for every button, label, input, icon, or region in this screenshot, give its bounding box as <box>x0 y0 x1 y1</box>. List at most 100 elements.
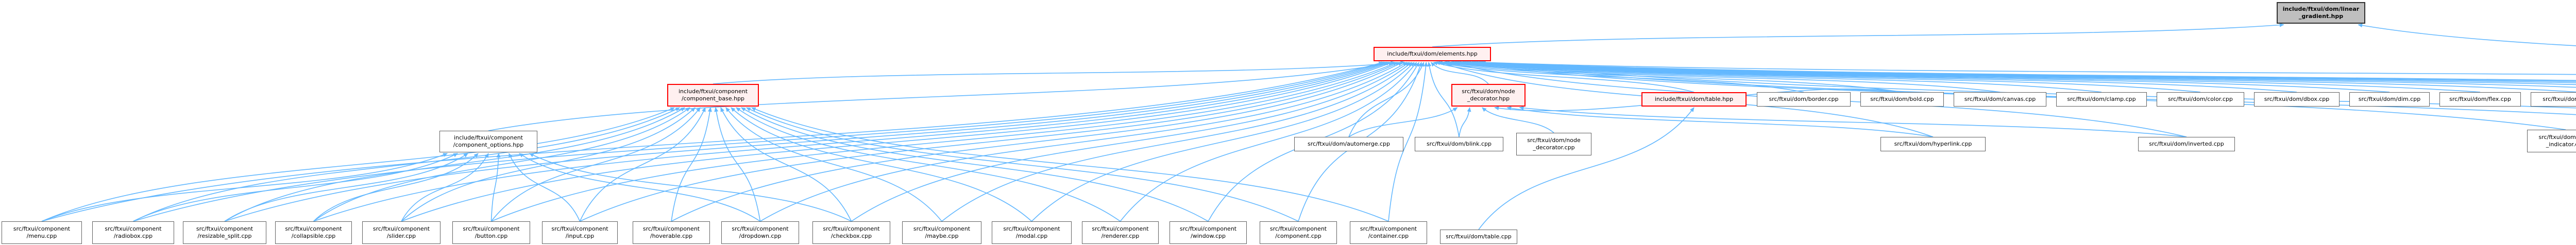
edge-dropdown-to-elements <box>760 62 1408 222</box>
graph-node-automerge[interactable]: src/ftxui/dom/automerge.cpp <box>1294 137 1403 151</box>
edge-blink-to-elements <box>1427 62 1460 137</box>
graph-node-checkbox[interactable]: src/ftxui/component /checkbox.cpp <box>812 221 890 244</box>
edge-node_dec_cpp-to-node_dec_hpp <box>1482 107 1554 133</box>
edge-focus-to-elements <box>1464 60 2576 88</box>
edge-menu-to-elements <box>41 61 1384 222</box>
graph-node-resizable-split[interactable]: src/ftxui/component /resizable_split.cpp <box>183 221 266 244</box>
edge-blink-to-node_dec_hpp <box>1459 107 1471 137</box>
edge-flexbox-to-elements <box>1462 60 2576 93</box>
edge-slider-to-comp_base <box>401 107 696 222</box>
edge-gridbox-to-elements <box>1479 60 2576 81</box>
edge-input-to-comp_opts <box>509 153 581 222</box>
edge-frame-to-elements <box>1466 60 2576 85</box>
edge-resizable_split-to-comp_base <box>224 107 686 222</box>
edge-radiobox-to-elements <box>133 61 1386 222</box>
edge-button-to-comp_opts <box>490 153 501 222</box>
edge-slider-to-elements <box>401 62 1393 222</box>
edge-node_dec_hpp-to-elements <box>1430 62 1489 84</box>
edge-menu-to-comp_opts <box>41 153 448 222</box>
graph-node-renderer[interactable]: src/ftxui/component /renderer.cpp <box>1082 221 1159 244</box>
edge-collapsible-to-comp_base <box>313 107 690 222</box>
edge-button-to-elements <box>491 62 1398 222</box>
graph-node-dbox[interactable]: src/ftxui/dom/dbox.cpp <box>2254 92 2340 107</box>
edge-dim-to-elements <box>1454 60 2390 93</box>
graph-node-node-dec-hpp[interactable]: src/ftxui/dom/node _decorator.hpp <box>1451 84 1526 107</box>
edge-input-to-comp_base <box>579 107 706 222</box>
edge-dropdown-to-comp_opts <box>519 153 760 222</box>
edge-table_cpp-to-table_hpp <box>1478 107 1694 230</box>
graph-node-hoverable[interactable]: src/ftxui/component /hoverable.cpp <box>633 221 710 244</box>
edge-container-to-comp_base <box>751 107 1389 222</box>
graph-node-scroll[interactable]: src/ftxui/dom/scroll _indicator.cpp <box>2527 130 2576 152</box>
edge-inverted-to-node_dec_hpp <box>1519 106 2187 137</box>
graph-node-comp-opts[interactable]: include/ftxui/component /component_optio… <box>439 131 537 152</box>
graph-node-flexbox[interactable]: src/ftxui/dom/flexbox.cpp <box>2531 92 2576 107</box>
edge-collapsible-to-comp_opts <box>313 153 479 222</box>
graph-node-dropdown[interactable]: src/ftxui/component /dropdown.cpp <box>721 221 799 244</box>
graph-node-color[interactable]: src/ftxui/dom/color.cpp <box>2157 92 2244 107</box>
edge-modal-to-comp_base <box>731 107 1032 222</box>
graph-node-modal[interactable]: src/ftxui/component /modal.cpp <box>992 221 1072 244</box>
edge-component-to-comp_base <box>745 107 1299 222</box>
edge-slider-to-comp_opts <box>401 153 489 222</box>
edge-graph-to-elements <box>1473 60 2576 82</box>
edge-modal-to-elements <box>1031 62 1415 222</box>
edge-maybe-to-comp_base <box>725 107 942 222</box>
edge-input-to-elements <box>580 62 1400 222</box>
edge-automerge-to-node_dec_hpp <box>1348 107 1458 137</box>
edge-radiobox-to-comp_opts <box>133 153 459 222</box>
graph-node-table-cpp[interactable]: src/ftxui/dom/table.cpp <box>1440 230 1517 244</box>
edge-collapsible-to-elements <box>313 61 1391 222</box>
edge-window-to-comp_base <box>740 107 1209 222</box>
graph-node-radiobox[interactable]: src/ftxui/component /radiobox.cpp <box>92 221 174 244</box>
graph-node-canvas[interactable]: src/ftxui/dom/canvas.cpp <box>1954 92 2046 107</box>
graph-node-lingrad-hpp[interactable]: include/ftxui/dom/linear _gradient.hpp <box>2277 2 2365 24</box>
graph-node-blink[interactable]: src/ftxui/dom/blink.cpp <box>1415 137 1503 151</box>
edge-container-to-elements <box>1388 62 1428 222</box>
edge-hoverable-to-elements <box>671 62 1403 222</box>
graph-node-bold[interactable]: src/ftxui/dom/bold.cpp <box>1860 92 1944 107</box>
graph-node-collapsible[interactable]: src/ftxui/component /collapsible.cpp <box>275 221 352 244</box>
graph-node-comp-base[interactable]: include/ftxui/component /component_base.… <box>667 84 759 107</box>
graph-node-inverted[interactable]: src/ftxui/dom/inverted.cpp <box>2138 137 2235 151</box>
edge-flex-to-elements <box>1457 60 2481 93</box>
graph-node-window[interactable]: src/ftxui/component /window.cpp <box>1170 221 1247 244</box>
edge-table_hpp-to-elements <box>1433 61 1694 93</box>
edge-elements-to-lingrad_hpp <box>1432 23 2284 47</box>
edge-comp_base-to-elements <box>713 60 1405 84</box>
graph-node-flex[interactable]: src/ftxui/dom/flex.cpp <box>2439 92 2521 107</box>
graph-node-elements[interactable]: include/ftxui/dom/elements.hpp <box>1374 47 1491 61</box>
graph-node-maybe[interactable]: src/ftxui/component /maybe.cpp <box>902 221 981 244</box>
graph-node-clamp[interactable]: src/ftxui/dom/clamp.cpp <box>2056 92 2147 107</box>
graph-node-menu[interactable]: src/ftxui/component /menu.cpp <box>2 221 82 244</box>
graph-node-button[interactable]: src/ftxui/component /button.cpp <box>452 221 530 244</box>
graph-node-dim[interactable]: src/ftxui/dom/dim.cpp <box>2349 92 2430 107</box>
edge-lingrad_cpp-to-elements <box>1481 60 2576 75</box>
edge-checkbox-to-elements <box>851 62 1410 222</box>
graph-node-node-dec-cpp[interactable]: src/ftxui/dom/node _decorator.cpp <box>1516 133 1591 155</box>
edge-dbox-to-elements <box>1452 60 2297 93</box>
edge-bold-to-elements <box>1437 61 1903 93</box>
edge-comp_opts-to-elements <box>488 61 1396 131</box>
edge-maybe-to-elements <box>941 62 1413 222</box>
graph-node-component[interactable]: src/ftxui/component /component.cpp <box>1260 221 1337 244</box>
edge-menu-to-comp_base <box>41 107 675 222</box>
graph-node-border[interactable]: src/ftxui/dom/border.cpp <box>1757 92 1851 107</box>
edge-hoverable-to-comp_base <box>671 107 712 222</box>
graph-node-container[interactable]: src/ftxui/component /container.cpp <box>1350 221 1427 244</box>
edge-resizable_split-to-comp_opts <box>224 153 468 222</box>
graph-node-slider[interactable]: src/ftxui/component /slider.cpp <box>362 221 440 244</box>
edge-renderer-to-comp_base <box>736 107 1121 222</box>
edge-button-to-comp_base <box>490 107 701 222</box>
graph-node-table-hpp[interactable]: include/ftxui/dom/table.hpp <box>1641 92 1747 107</box>
edge-checkbox-to-comp_base <box>720 107 852 222</box>
edge-checkbox-to-comp_opts <box>529 153 852 222</box>
graph-node-input[interactable]: src/ftxui/component /input.cpp <box>542 221 618 244</box>
edge-renderer-to-elements <box>1120 62 1417 222</box>
edge-resizable_split-to-elements <box>224 61 1388 222</box>
edge-hyperlink-to-node_dec_hpp <box>1506 106 1934 137</box>
graph-node-hyperlink[interactable]: src/ftxui/dom/hyperlink.cpp <box>1880 137 1986 151</box>
edge-lingrad_cpp-to-lingrad_hpp <box>2358 23 2576 46</box>
